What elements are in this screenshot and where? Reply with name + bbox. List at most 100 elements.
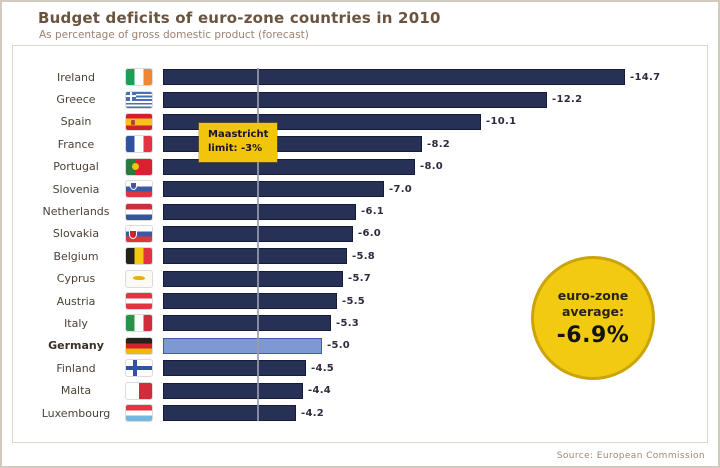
flag-cyprus-icon	[126, 270, 152, 287]
flag-slovenia-icon	[126, 181, 152, 198]
source-credit: Source: European Commission	[556, 451, 705, 461]
bar-rows: Ireland -14.7 Greece -12.2 Spain -10.1 F…	[13, 66, 701, 424]
table-row: Finland -4.5	[13, 357, 701, 379]
flag-italy-icon	[126, 315, 152, 332]
average-badge-line2: average:	[561, 304, 625, 319]
country-label: Slovenia	[52, 182, 100, 196]
page-subtitle: As percentage of gross domestic product …	[39, 29, 309, 41]
deficit-bar	[163, 382, 303, 399]
deficit-bar	[163, 69, 625, 86]
deficit-value-label: -6.0	[358, 228, 382, 240]
bar-track: -7.0	[163, 181, 701, 198]
table-row: Austria -5.5	[13, 290, 701, 312]
country-label: Luxembourg	[41, 406, 111, 420]
flag-portugal-icon	[126, 158, 152, 175]
country-label: Slovakia	[52, 227, 100, 241]
bar-track: -4.2	[163, 405, 701, 422]
table-row: Luxembourg -4.2	[13, 402, 701, 424]
table-row: Ireland -14.7	[13, 66, 701, 88]
deficit-bar	[163, 360, 306, 377]
flag-belgium-icon	[126, 248, 152, 265]
bar-track: -6.1	[163, 203, 701, 220]
deficit-bar	[163, 91, 547, 108]
deficit-value-label: -4.4	[308, 385, 332, 397]
maastricht-limit-callout: Maastricht limit: -3%	[199, 123, 278, 162]
country-label: Malta	[60, 384, 92, 398]
deficit-value-label: -12.2	[552, 94, 583, 106]
deficit-bar	[163, 337, 322, 354]
bar-track: -4.4	[163, 382, 701, 399]
deficit-value-label: -8.2	[427, 138, 451, 150]
deficit-bar	[163, 270, 343, 287]
table-row: Slovakia -6.0	[13, 223, 701, 245]
country-label: Portugal	[53, 160, 99, 174]
flag-netherlands-icon	[126, 203, 152, 220]
flag-malta-icon	[126, 382, 152, 399]
country-label: Netherlands	[42, 205, 110, 219]
table-row: Spain -10.1	[13, 111, 701, 133]
table-row: Italy -5.3	[13, 312, 701, 334]
deficit-value-label: -6.1	[361, 206, 385, 218]
country-label: France	[57, 137, 95, 151]
bar-track: -5.3	[163, 315, 701, 332]
country-label: Belgium	[53, 249, 99, 263]
page-title: Budget deficits of euro-zone countries i…	[38, 9, 441, 27]
deficit-value-label: -4.2	[301, 407, 325, 419]
deficit-value-label: -5.5	[342, 295, 366, 307]
deficit-value-label: -7.0	[389, 183, 413, 195]
flag-france-icon	[126, 136, 152, 153]
country-label: Austria	[56, 294, 96, 308]
bar-track: -8.0	[163, 158, 701, 175]
deficit-value-label: -5.8	[352, 250, 376, 262]
table-row: Greece -12.2	[13, 88, 701, 110]
country-label: Greece	[56, 93, 96, 107]
bar-track: -5.7	[163, 270, 701, 287]
deficit-value-label: -5.3	[336, 317, 360, 329]
table-row: Cyprus -5.7	[13, 268, 701, 290]
country-label: Cyprus	[56, 272, 96, 286]
table-row: Belgium -5.8	[13, 245, 701, 267]
deficit-bar	[163, 181, 384, 198]
average-badge-line1: euro-zone	[557, 287, 629, 303]
chart-area: Ireland -14.7 Greece -12.2 Spain -10.1 F…	[12, 45, 708, 443]
country-label: Finland	[56, 361, 96, 375]
flag-greece-icon	[126, 91, 152, 108]
deficit-value-label: -14.7	[630, 71, 661, 83]
deficit-value-label: -5.0	[327, 340, 351, 352]
bar-track: -5.5	[163, 293, 701, 310]
table-row: Germany -5.0	[13, 335, 701, 357]
country-label: Italy	[64, 316, 88, 330]
flag-ireland-icon	[126, 69, 152, 86]
bar-track: -5.8	[163, 248, 701, 265]
flag-germany-icon	[126, 337, 152, 354]
table-row: Malta -4.4	[13, 379, 701, 401]
average-badge-value: -6.9%	[556, 323, 630, 349]
deficit-value-label: -10.1	[486, 116, 517, 128]
table-row: France -8.2	[13, 133, 701, 155]
eurozone-average-badge: euro-zone average: -6.9%	[531, 256, 655, 380]
maastricht-limit-line	[257, 68, 259, 421]
flag-slovakia-icon	[126, 225, 152, 242]
deficit-value-label: -8.0	[420, 161, 444, 173]
bar-track: -12.2	[163, 91, 701, 108]
deficit-bar	[163, 248, 347, 265]
deficit-bar	[163, 293, 337, 310]
table-row: Portugal -8.0	[13, 156, 701, 178]
country-label: Ireland	[56, 70, 96, 84]
deficit-value-label: -5.7	[348, 273, 372, 285]
deficit-value-label: -4.5	[311, 362, 335, 374]
country-label: Germany	[48, 339, 104, 353]
flag-austria-icon	[126, 293, 152, 310]
flag-luxembourg-icon	[126, 405, 152, 422]
deficit-bar	[163, 315, 331, 332]
flag-finland-icon	[126, 360, 152, 377]
bar-track: -14.7	[163, 69, 701, 86]
bar-track: -6.0	[163, 225, 701, 242]
country-label: Spain	[60, 115, 92, 129]
deficit-bar	[163, 405, 296, 422]
deficit-bar	[163, 203, 356, 220]
flag-spain-icon	[126, 113, 152, 130]
deficit-bar	[163, 158, 415, 175]
bar-track: -4.5	[163, 360, 701, 377]
